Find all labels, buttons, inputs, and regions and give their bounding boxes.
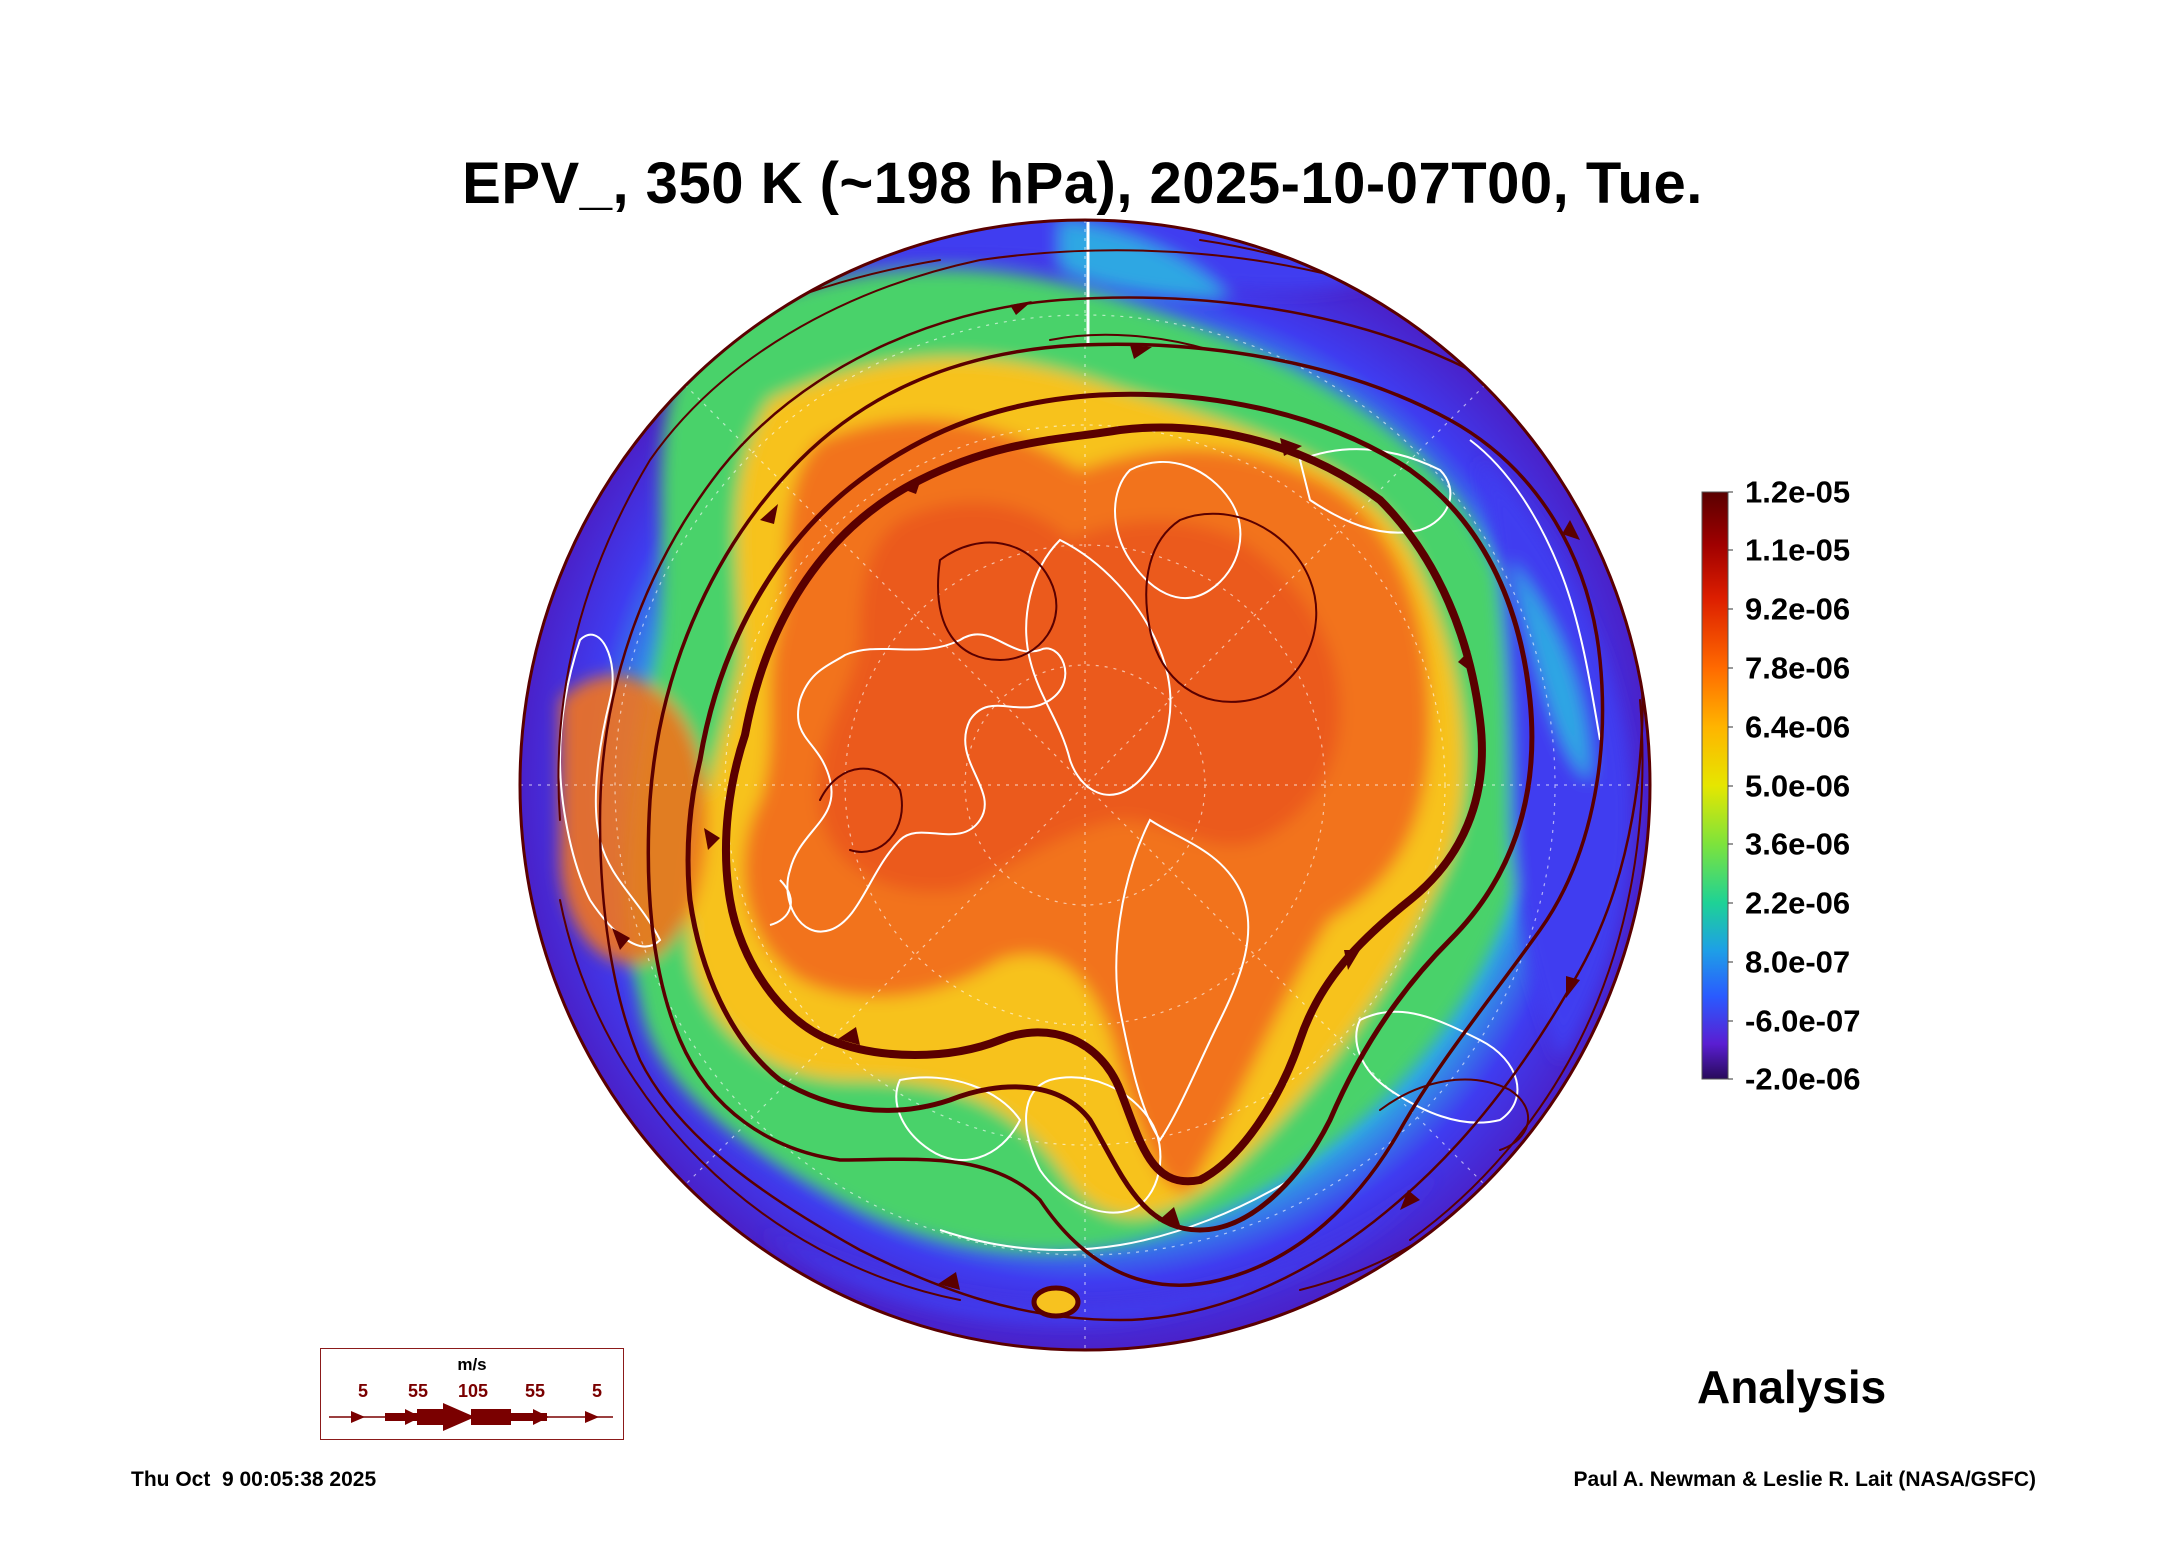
globe-outline bbox=[518, 218, 1652, 1352]
streamline-arrows bbox=[612, 301, 1580, 1290]
colorbar-ticks bbox=[1728, 491, 1733, 1080]
colorbar-label: 1.1e-05 bbox=[1745, 532, 1851, 568]
blue-region-right bbox=[1480, 460, 1632, 1060]
colorbar-label: 8.0e-07 bbox=[1745, 944, 1851, 980]
colorbar bbox=[1701, 491, 1729, 1080]
core-dark bbox=[818, 502, 1340, 892]
colorbar-label: 3.6e-06 bbox=[1745, 826, 1851, 862]
colorbar-label: 2.2e-06 bbox=[1745, 885, 1851, 921]
cyan-region-right bbox=[1510, 560, 1590, 780]
credit-text: Paul A. Newman & Leslie R. Lait (NASA/GS… bbox=[1573, 1468, 2036, 1491]
wind-key-value: 5 bbox=[357, 1381, 369, 1401]
left-trough bbox=[560, 675, 708, 964]
graticule bbox=[520, 220, 1650, 1350]
colorbar-label: -2.0e-06 bbox=[1745, 1061, 1861, 1097]
analysis-label: Analysis bbox=[1697, 1361, 1887, 1413]
wind-key-unit: m/s bbox=[457, 1355, 487, 1374]
wind-key-value: 105 bbox=[457, 1381, 489, 1401]
timestamp: Thu Oct 9 00:05:38 2025 bbox=[131, 1468, 377, 1491]
colorbar-label: 7.8e-06 bbox=[1745, 650, 1851, 686]
colorbar-label: 6.4e-06 bbox=[1745, 709, 1851, 745]
colorbar-label: 5.0e-06 bbox=[1745, 768, 1851, 804]
wind-speed-key: m/s 5 55 105 55 5 bbox=[320, 1348, 624, 1440]
colorbar-label: -6.0e-07 bbox=[1745, 1003, 1861, 1039]
pv-anomaly-blob bbox=[1031, 1285, 1081, 1319]
cyan-region-top bbox=[1060, 220, 1230, 300]
wind-key-value: 5 bbox=[591, 1381, 603, 1401]
wind-key-arrow bbox=[329, 1403, 613, 1431]
wind-key-value: 55 bbox=[524, 1381, 546, 1401]
plot-title: EPV_, 350 K (~198 hPa), 2025-10-07T00, T… bbox=[462, 151, 1703, 216]
wind-key-value: 55 bbox=[407, 1381, 429, 1401]
colorbar-label: 9.2e-06 bbox=[1745, 591, 1851, 627]
globe bbox=[520, 220, 1650, 1350]
colorbar-label: 1.2e-05 bbox=[1745, 474, 1851, 510]
